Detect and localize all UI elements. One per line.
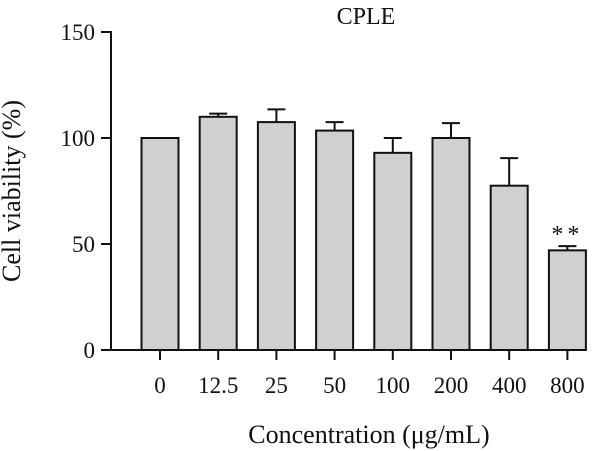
x-tick-label: 25 [265,373,288,398]
bar-800 [547,249,587,351]
bar-0 [140,137,180,351]
error-bars-group [209,108,577,251]
x-tick-label: 12.5 [198,373,238,398]
significance-annotation: ** [551,222,583,248]
bars-group [140,115,587,351]
y-axis-label: Cell viability (%) [0,100,26,282]
chart-title: CPLE [337,4,396,30]
x-axis-label: Concentration (μg/mL) [248,420,489,449]
x-tick-label: 50 [323,373,346,398]
x-axis-ticks: 0 12.5 25 50 100 200 400 800 [154,350,585,398]
bar-25 [256,121,296,351]
x-tick-label: 200 [434,373,469,398]
y-tick-label: 50 [72,232,95,257]
y-tick-label: 150 [61,20,96,45]
x-tick-label: 100 [376,373,411,398]
bar-50 [315,129,355,351]
annotations-group: ** [551,222,583,248]
bar-12.5 [198,115,238,351]
y-axis-ticks: 0 50 100 150 [61,20,111,363]
x-tick-label: 800 [550,373,585,398]
bar-400 [489,184,529,351]
bar-200 [431,137,471,351]
y-tick-label: 100 [61,126,96,151]
y-tick-label: 0 [84,338,96,363]
x-tick-label: 0 [154,373,166,398]
x-tick-label: 400 [492,373,527,398]
bar-100 [373,151,413,351]
